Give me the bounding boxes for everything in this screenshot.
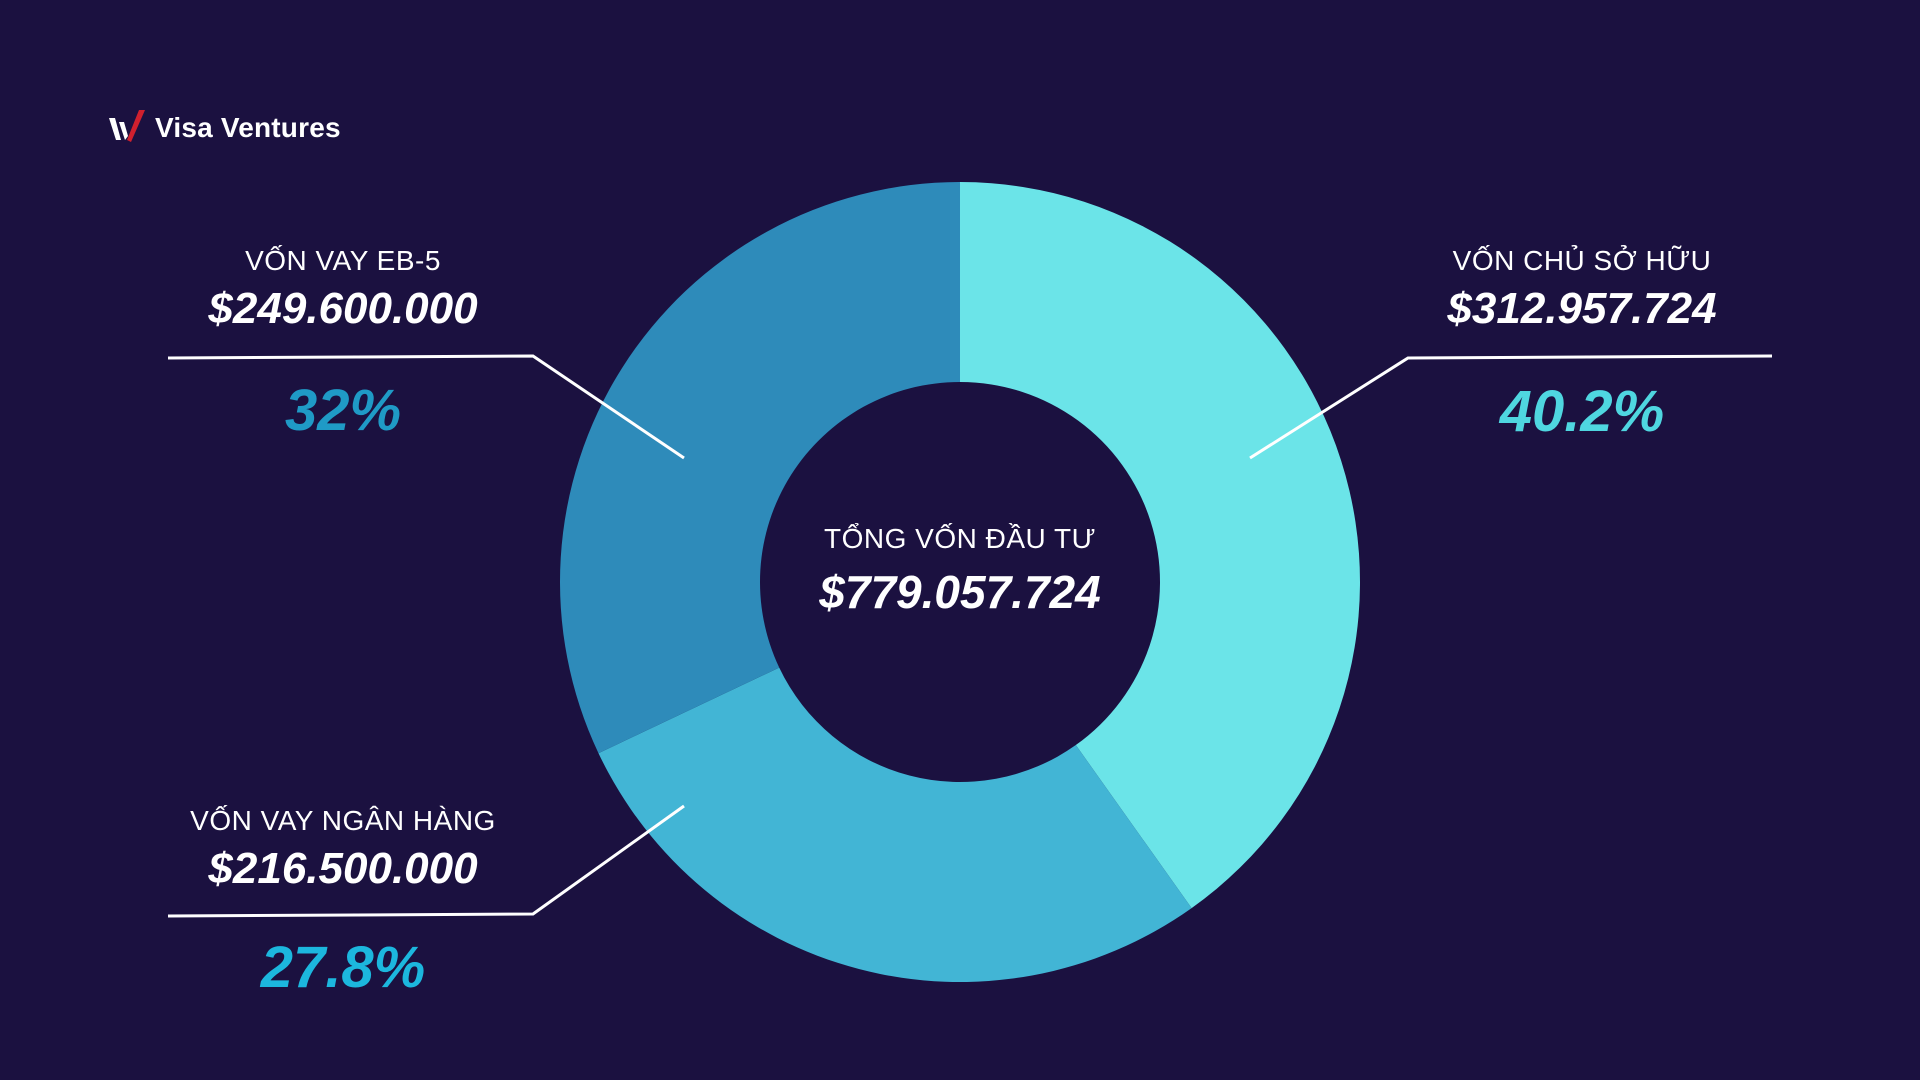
leader-line-eb5	[167, 354, 685, 460]
brand-logo: Visa Ventures	[107, 106, 341, 150]
leader-line-bank	[167, 804, 685, 918]
brand-name: Visa Ventures	[155, 112, 341, 143]
slice-percent-eb5: 32%	[284, 378, 402, 443]
slice-label-eb5: VỐN VAY EB-5 $249.600.000	[143, 244, 543, 336]
leader-lines	[167, 354, 1773, 918]
slice-amount-equity: $312.957.724	[1447, 284, 1717, 333]
total-label: TỔNG VỐN ĐẦU TƯ	[823, 523, 1097, 554]
slice-label-bank: VỐN VAY NGÂN HÀNG $216.500.000	[143, 804, 543, 896]
slice-percent-bank: 27.8%	[260, 935, 426, 1000]
slice-eb5	[559, 182, 960, 754]
visa-ventures-logo-icon	[109, 110, 145, 142]
slice-bank	[598, 667, 1192, 983]
slice-name-equity: VỐN CHỦ SỞ HỮU	[1452, 245, 1712, 276]
slice-amount-eb5: $249.600.000	[208, 284, 478, 333]
donut-slices	[559, 182, 1361, 983]
total-amount: $779.057.724	[819, 566, 1101, 618]
slice-name-eb5: VỐN VAY EB-5	[245, 245, 441, 276]
slice-percent-equity: 40.2%	[1499, 379, 1665, 444]
donut-center: TỔNG VỐN ĐẦU TƯ $779.057.724	[760, 522, 1160, 620]
slice-label-equity: VỐN CHỦ SỞ HỮU $312.957.724	[1382, 244, 1782, 336]
slice-name-bank: VỐN VAY NGÂN HÀNG	[190, 805, 496, 836]
slice-amount-bank: $216.500.000	[208, 844, 478, 893]
leader-line-equity	[1249, 354, 1773, 460]
slice-equity	[960, 182, 1361, 909]
